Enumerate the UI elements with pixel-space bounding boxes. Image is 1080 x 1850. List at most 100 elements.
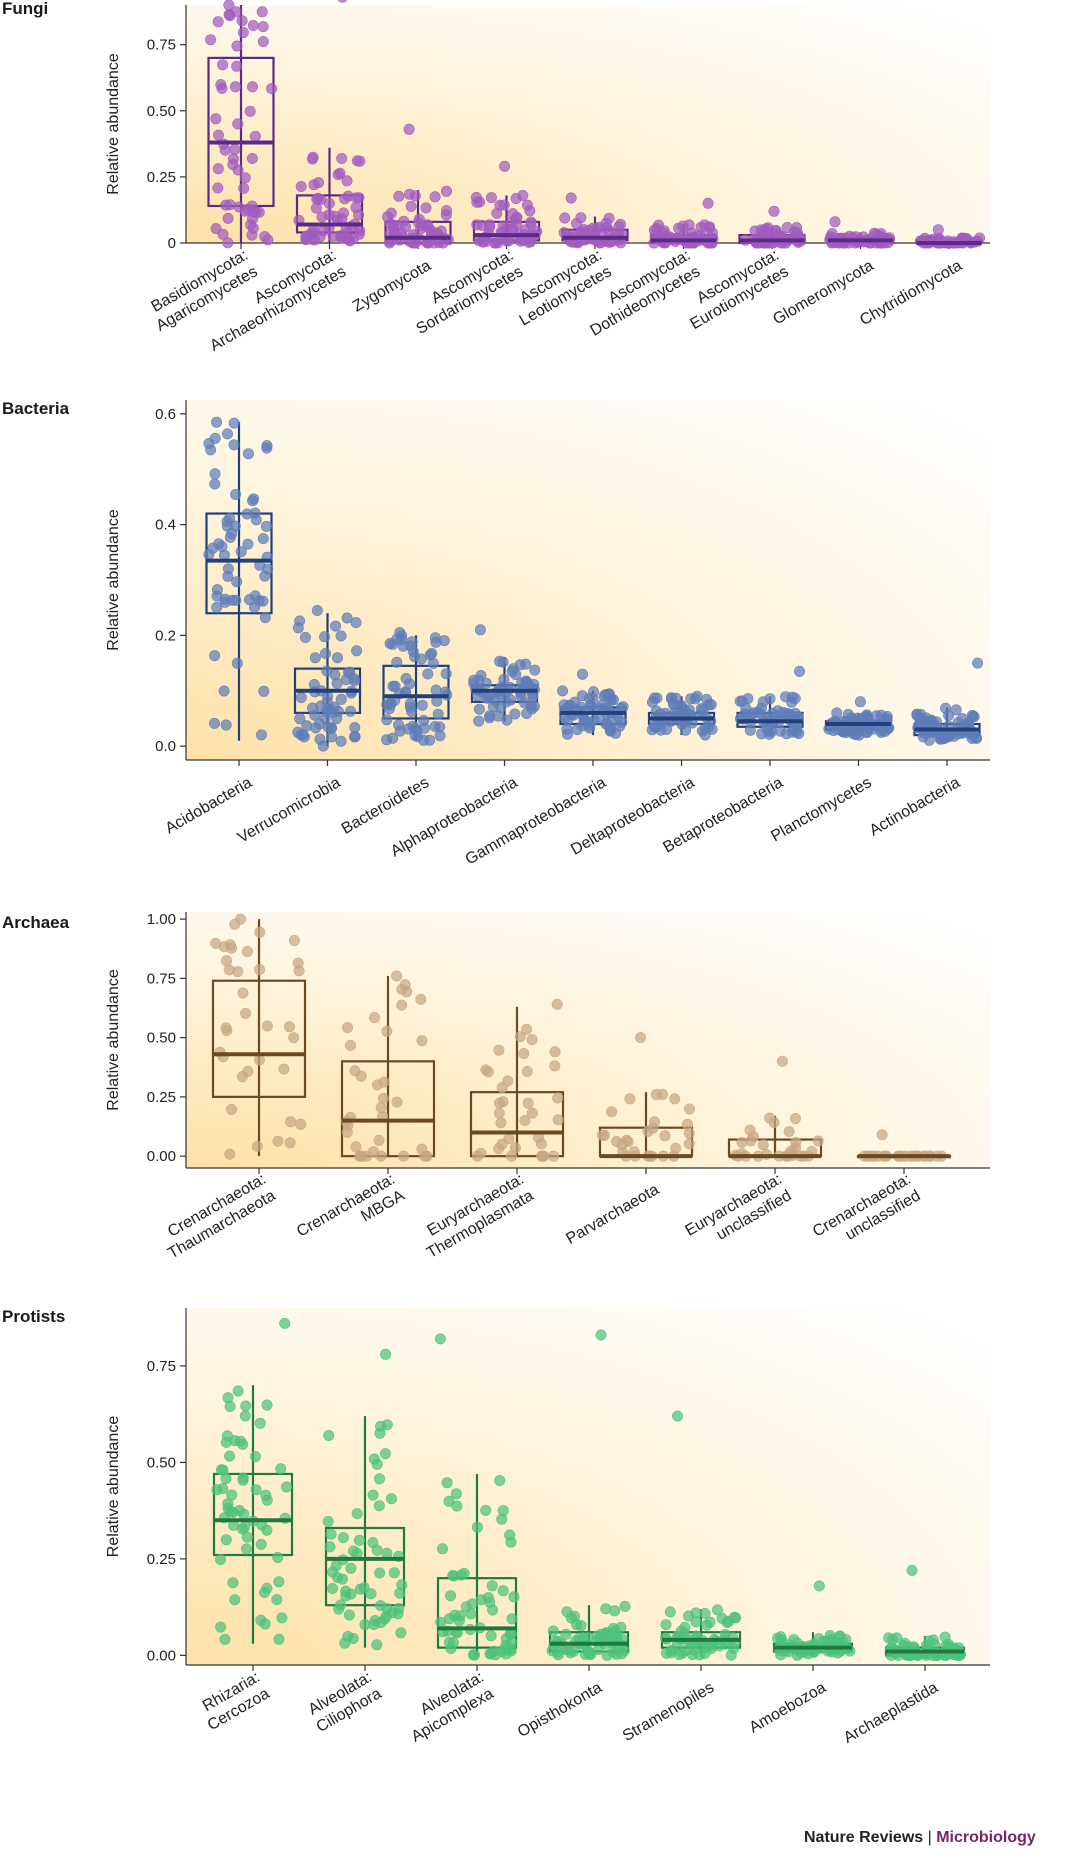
data-point [406,705,418,717]
data-point [598,1129,610,1141]
data-point [680,724,692,736]
data-point [224,1148,236,1160]
data-point [313,177,325,189]
box [211,979,307,1098]
data-point [276,1612,288,1624]
data-point [331,652,343,664]
data-point [220,719,232,731]
data-point [609,1605,621,1617]
data-point [426,647,438,659]
data-point [231,576,243,588]
data-point [781,222,793,234]
data-point [205,34,217,46]
data-point [552,1092,564,1104]
data-point [215,79,227,91]
y-tick-label: 0.25 [147,169,176,186]
data-point [416,1035,428,1047]
data-point [488,1645,500,1657]
y-tick-label: 0.6 [155,406,176,423]
data-point [377,1092,389,1104]
data-point [506,1613,518,1625]
data-point [876,1129,888,1141]
data-point [920,712,932,724]
data-point [521,199,533,211]
data-point [224,531,236,543]
data-point [551,998,563,1010]
data-point [381,1025,393,1037]
data-point [401,986,413,998]
y-axis-label: Relative abundance [105,53,122,195]
data-point [342,1631,354,1643]
data-point [443,1636,455,1648]
data-point [227,153,239,165]
data-point [577,1632,589,1644]
data-point [616,716,628,728]
data-point [209,468,221,480]
data-point [219,1633,231,1645]
data-point [498,199,510,211]
data-point [261,1494,273,1506]
data-point [510,193,522,205]
panel-title: Fungi [2,0,48,18]
data-point [396,999,408,1011]
data-point [546,1645,558,1657]
data-point [218,685,230,697]
data-point [255,1614,267,1626]
data-point [261,1399,273,1411]
data-point [340,1590,352,1602]
data-point [616,1139,628,1151]
data-point [257,35,269,47]
data-point [509,1142,521,1154]
data-point [310,722,322,734]
data-point [353,209,365,221]
data-point [235,546,247,558]
data-point [226,1489,238,1501]
data-point [813,1580,825,1592]
data-point [260,520,272,532]
data-point [391,656,403,668]
data-point [324,1541,336,1553]
data-point [568,1645,580,1657]
data-point [496,1138,508,1150]
data-point [522,1097,534,1109]
data-point [261,440,273,452]
data-point [482,1066,494,1078]
data-point [332,169,344,181]
data-point [475,669,487,681]
data-point [391,970,403,982]
data-point [606,1106,618,1118]
data-point [486,1580,498,1592]
x-tick-label: Gammaproteobacteria [463,774,609,868]
data-point [615,1621,627,1633]
data-point [241,508,253,520]
x-tick-label: Crenarchaeota:Thaumarchaeota [156,1171,279,1263]
data-point [861,726,873,738]
data-point [229,1435,241,1447]
data-point [210,113,222,125]
data-point [906,1564,918,1576]
data-point [246,153,258,165]
data-point [659,1130,671,1142]
data-point [403,123,415,135]
data-point [211,601,223,613]
panel-title: Protists [2,1307,65,1326]
data-point [518,1048,530,1060]
data-point [259,612,271,624]
data-point [288,1032,300,1044]
data-point [601,1649,613,1661]
data-point [786,726,798,738]
box [205,512,273,615]
data-point [341,612,353,624]
data-point [250,514,262,526]
data-point [213,538,225,550]
data-point [353,228,365,240]
data-point [788,1634,800,1646]
data-point [229,143,241,155]
data-point [381,1603,393,1615]
data-point [229,520,241,532]
data-point [255,729,267,741]
x-tick-label: Stramenopiles [620,1679,717,1745]
data-point [355,1070,367,1082]
data-point [350,617,362,629]
data-point [278,1063,290,1075]
